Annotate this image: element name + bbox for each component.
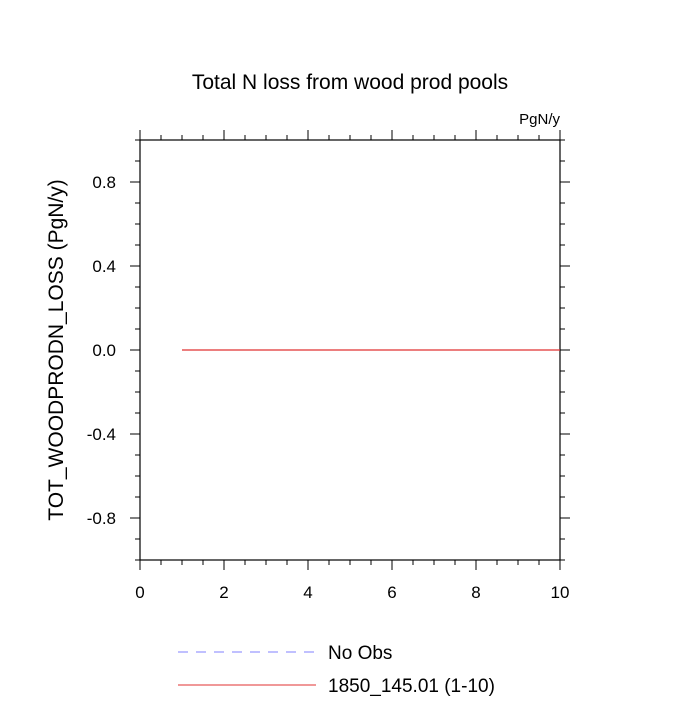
y-tick-label: 0.4 <box>92 257 116 276</box>
legend: No Obs 1850_145.01 (1-10) <box>178 643 495 697</box>
y-tick-label: -0.4 <box>87 425 116 444</box>
plot-area: 0 2 4 6 8 10 0.8 0.4 0.0 -0.4 -0.8 <box>87 130 570 602</box>
x-tick-label: 0 <box>135 583 144 602</box>
legend-label-2: 1850_145.01 (1-10) <box>328 676 495 697</box>
chart-title: Total N loss from wood prod pools <box>192 71 508 94</box>
units-label: PgN/y <box>519 111 560 128</box>
y-tick-label: 0.8 <box>92 173 116 192</box>
x-tick-label: 6 <box>387 583 396 602</box>
y-axis-label: TOT_WOODPRODN_LOSS (PgN/y) <box>45 179 68 521</box>
y-tick-label: -0.8 <box>87 509 116 528</box>
x-tick-label: 4 <box>303 583 312 602</box>
legend-label-1: No Obs <box>328 643 392 664</box>
x-tick-label: 2 <box>219 583 228 602</box>
x-tick-label: 10 <box>551 583 570 602</box>
y-tick-label: 0.0 <box>92 341 116 360</box>
x-tick-label: 8 <box>471 583 480 602</box>
